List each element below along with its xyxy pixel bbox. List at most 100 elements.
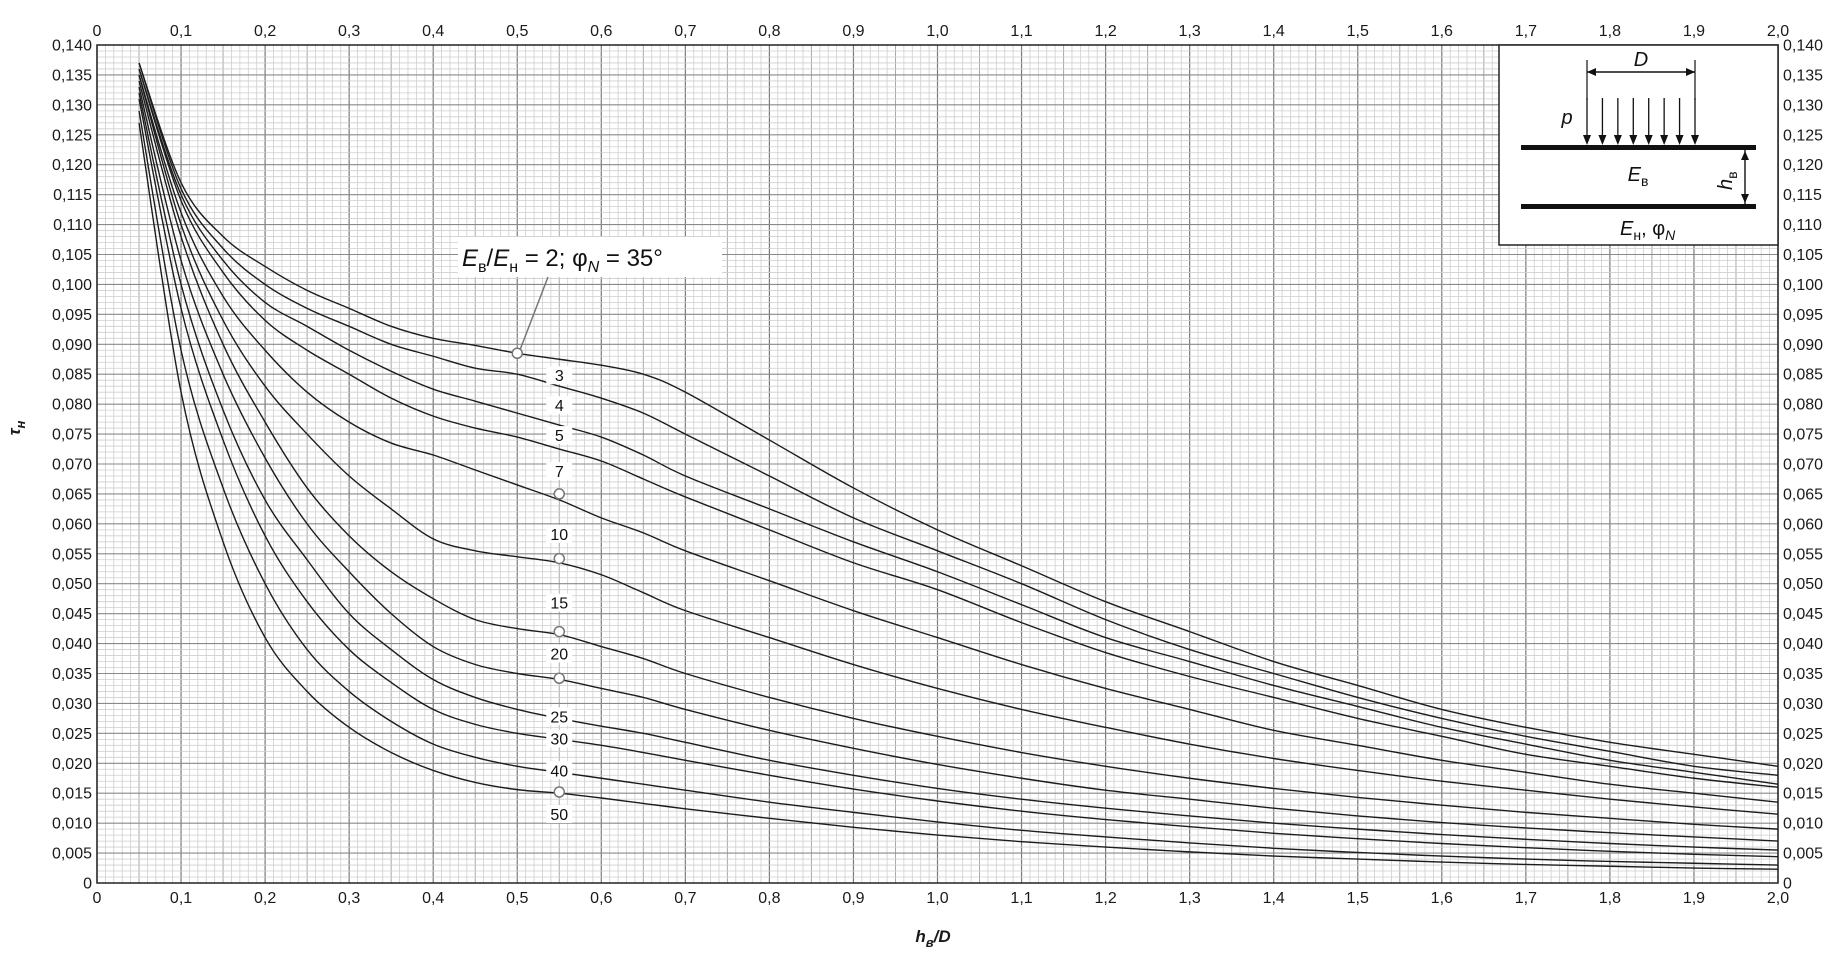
x-tick-label: 1,8 [1599,890,1621,907]
y-tick-label-right: 0,090 [1783,337,1823,354]
curve-label-bg [546,366,573,385]
load-arrowhead [1691,135,1699,145]
series-group [138,62,1779,870]
x-tick-label-top: 1,6 [1431,23,1453,40]
y-tick-label: 0,140 [52,38,92,55]
y-tick-label-right: 0,065 [1783,486,1823,503]
y-tick-label-right: 0,035 [1783,666,1823,683]
y-tick-label: 0,040 [52,636,92,653]
y-tick-label-right: 0,080 [1783,397,1823,414]
y-tick-label: 0,010 [52,816,92,833]
load-arrowhead [1675,135,1684,145]
y-axis-label-sub: н [13,420,28,428]
inset-h-main: h [1715,179,1737,190]
curve-label-bg [546,644,573,663]
y-tick-label: 0,105 [52,247,92,264]
inset-E-upper: Eв [1628,164,1649,189]
inset-h-sub: в [1724,171,1740,178]
inset-D-label: D [1634,49,1648,71]
series-line-25 [138,92,1779,851]
y-tick-label: 0,095 [52,307,92,324]
x-axis-label-tail: /D [933,927,951,946]
x-tick-label-top: 1,0 [926,23,948,40]
annotation-part: N [588,259,600,276]
series-line-7 [138,74,1779,803]
inset-phi-sub: N [1665,227,1676,243]
plot-border [96,44,1779,884]
x-tick-label: 0 [93,890,102,907]
y-tick-label: 0,045 [52,606,92,623]
inset-h-label: hв [1715,171,1740,190]
y-tick-label-right: 0,095 [1783,307,1823,324]
y-tick-label-right: 0,005 [1783,846,1823,863]
y-tick-label: 0,035 [52,666,92,683]
y-tick-label-right: 0,030 [1783,696,1823,713]
y-tick-label: 0,100 [52,277,92,294]
y-axis-right: 0 0,005 0,010 0,015 0,020 0,025 0,030 0,035 0,04… [1783,38,1823,893]
inset-E-lower-sub: н [1633,227,1641,243]
upper-layer-line [1521,145,1756,150]
curve-label: 30 [550,732,568,749]
y-tick-label: 0,135 [52,67,92,84]
x-tick-label-top: 1,5 [1347,23,1369,40]
x-tick-label: 1,4 [1263,890,1285,907]
annotation-part: E [462,245,479,272]
x-tick-label: 1,7 [1515,890,1537,907]
y-tick-label-right: 0,015 [1783,786,1823,803]
load-arrowhead [1583,135,1591,145]
curve-label-bg [546,729,573,748]
x-tick-label: 0,1 [170,890,192,907]
x-axis-top: 0 0,1 0,2 0,3 0,4 0,5 0,6 0,7 0,8 0,9 1,0 1,1 1,2 1,3… [93,23,1790,40]
y-tick-label: 0,110 [53,217,92,234]
y-tick-label-right: 0,110 [1783,217,1822,234]
curve-label: 10 [550,527,568,544]
y-tick-label-right: 0,105 [1783,247,1823,264]
x-tick-label-top: 0,7 [674,23,696,40]
y-tick-label-right: 0,010 [1783,816,1823,833]
y-tick-label-right: 0,120 [1783,157,1823,174]
y-tick-label-right: 0,045 [1783,606,1823,623]
x-tick-label-top: 1,8 [1599,23,1621,40]
curve-label-bg [546,461,573,480]
x-axis-label-sub: в [926,935,934,950]
curve-labels-group: 3 4 5 7 10 15 20 25 30 40 50 [546,366,573,824]
x-tick-label: 1,6 [1431,890,1453,907]
x-tick-label: 0,6 [590,890,612,907]
curve-marker [553,488,566,500]
series-line-40 [138,110,1779,866]
annotation-part: E [493,245,510,272]
y-tick-label: 0,080 [52,397,92,414]
x-tick-label: 0,9 [842,890,864,907]
x-tick-label-top: 0,3 [338,23,360,40]
x-tick-label-top: 0,9 [842,23,864,40]
y-tick-label-right: 0,040 [1783,636,1823,653]
curve-label: 50 [550,807,568,824]
x-tick-label: 1,5 [1347,890,1369,907]
y-tick-label-right: 0,130 [1783,97,1823,114]
x-tick-label: 0,7 [674,890,696,907]
y-tick-label-right: 0,020 [1783,756,1823,773]
curve-label: 7 [555,464,564,481]
x-tick-label: 0,5 [506,890,528,907]
x-axis-bottom: 0 0,1 0,2 0,3 0,4 0,5 0,6 0,7 0,8 0,9 1,0 1,1 1,2 1,3… [93,890,1790,907]
y-tick-label: 0,070 [52,457,92,474]
y-axis-left: 0 0,005 0,010 0,015 0,020 0,025 0,030 0,035 0,04… [52,38,92,893]
y-tick-label: 0,050 [52,576,92,593]
y-tick-label: 0,090 [52,337,92,354]
annotation-box [458,237,722,277]
series-line-30 [138,98,1779,858]
y-tick-label-right: 0,075 [1783,427,1823,444]
y-tick-label: 0,125 [52,127,92,144]
markers-group [511,347,566,798]
annotation-part: = 35° [599,245,663,272]
annotation-part: н [509,259,518,276]
y-tick-label-right: 0,100 [1783,277,1823,294]
x-tick-label: 0,2 [254,890,276,907]
curve-label: 5 [555,428,564,445]
y-tick-label: 0,030 [52,696,92,713]
x-tick-label-top: 1,2 [1094,23,1116,40]
x-tick-label-top: 0,2 [254,23,276,40]
x-tick-label: 0,4 [422,890,444,907]
inset-E-lower-main: E [1620,218,1634,240]
annotation-part: = 2; φ [518,245,588,272]
